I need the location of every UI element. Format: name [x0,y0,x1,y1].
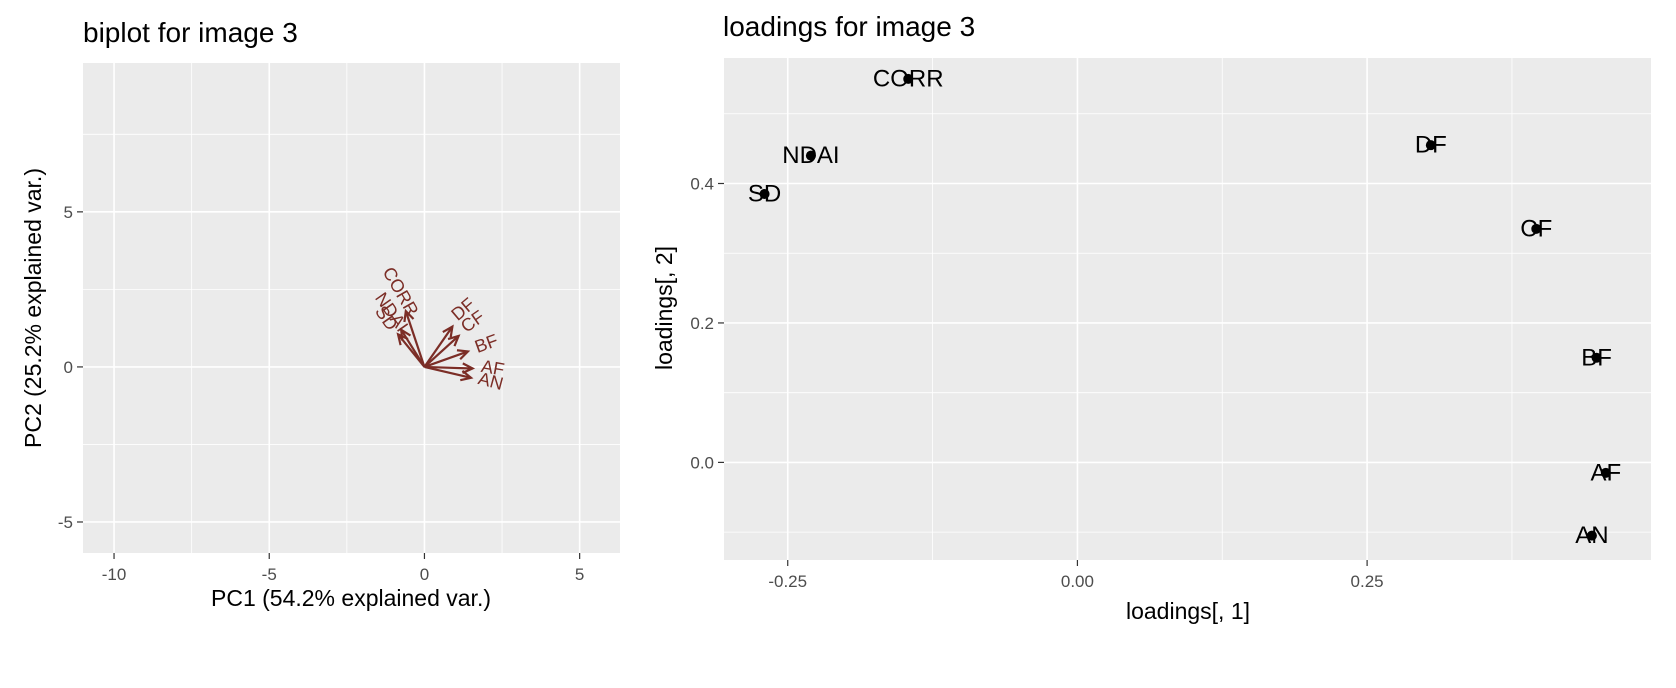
x-tick-label: 0.00 [1061,572,1094,591]
y-tick-label: -5 [58,513,73,532]
loading-label: CORR [873,65,944,92]
x-tick-label: -5 [262,565,277,584]
biplot-y-axis-title: PC2 (25.2% explained var.) [20,168,46,448]
x-tick-label: 0.25 [1351,572,1384,591]
vector-arrowhead [396,332,409,346]
loading-point [1600,467,1611,478]
loading-label: BF [1581,344,1612,371]
biplot-title: biplot for image 3 [83,17,298,48]
vector-label: AF [480,356,506,380]
loadings-title: loadings for image 3 [723,11,975,42]
loading-label: CF [1520,215,1552,242]
loadings-axis-ticks: -0.25 0.00 0.25 0.0 0.2 0.4 [690,175,1383,592]
y-tick-label: 0.2 [690,314,714,333]
vector-arrowhead [456,349,471,361]
loading-label: SD [748,180,781,207]
vector-arrow [424,365,473,370]
x-tick-label: -10 [102,565,127,584]
y-tick-label: 5 [64,203,73,222]
loading-label: AF [1590,459,1621,486]
vector-arrow [404,310,426,368]
biplot-grid [83,63,620,553]
vector-arrowhead [447,334,461,347]
biplot-x-axis-title: PC1 (54.2% explained var.) [211,585,491,611]
loadings-grid [724,58,1651,560]
vector-arrow [397,333,426,368]
y-tick-label: 0.0 [690,453,714,472]
loadings-y-axis-title: loadings[, 2] [651,246,677,370]
loading-label: DF [1415,132,1447,159]
x-tick-label: 5 [575,565,584,584]
vector-arrow [424,350,469,368]
vector-arrowhead [460,370,474,382]
vector-arrow [424,365,472,379]
loading-label: AN [1575,522,1608,549]
loadings-panel [724,58,1651,560]
loading-point [1425,140,1436,151]
biplot-axis-ticks: -10 -5 0 5 -5 0 5 [58,203,585,584]
loading-label: NDAI [782,142,839,169]
vector-arrow [423,335,460,368]
loading-point [903,73,914,84]
x-tick-label: 0 [420,565,429,584]
loadings-chart: loadings for image 3 -0.25 0.00 0.25 0.0 0.2… [651,11,1651,624]
y-tick-label: 0.4 [690,175,714,194]
x-tick-label: -0.25 [768,572,807,591]
vector-arrowhead [462,362,476,374]
biplot-chart: biplot for image 3 -10 -5 0 5-505 CORRNDAIS… [20,17,620,611]
loadings-x-axis-title: loadings[, 1] [1126,598,1250,624]
loading-point [805,150,816,161]
biplot-panel [83,63,620,553]
loading-point [1586,530,1597,541]
y-tick-label: 0 [64,358,73,377]
loading-point [759,188,770,199]
vector-arrowhead [403,308,415,323]
vector-arrowhead [442,324,454,338]
loading-point [1531,223,1542,234]
vector-arrow [423,325,454,368]
loading-point [1591,352,1602,363]
